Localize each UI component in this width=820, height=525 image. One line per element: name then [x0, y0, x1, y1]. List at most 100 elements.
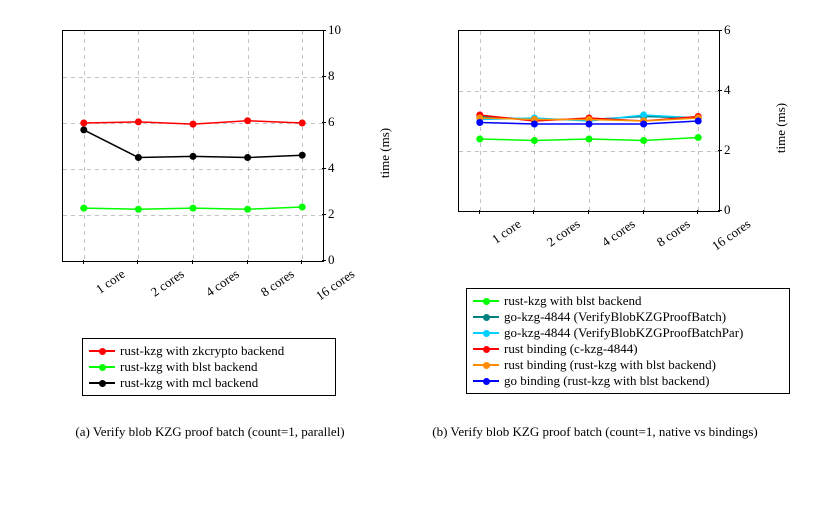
legend-swatch [89, 380, 115, 387]
legend-marker [99, 348, 106, 355]
legend-item: rust-kzg with mcl backend [89, 375, 329, 391]
legend-swatch [89, 364, 115, 371]
series-marker [531, 137, 538, 144]
legend-swatch [473, 298, 499, 305]
ytick-label: 4 [724, 82, 731, 98]
ytick-label: 0 [328, 252, 335, 268]
ytick [322, 122, 326, 123]
right-caption-text: (b) Verify blob KZG proof batch (count=1… [432, 424, 758, 439]
series-marker [640, 112, 647, 119]
legend-swatch [473, 314, 499, 321]
legend-marker [99, 380, 106, 387]
ytick [322, 214, 326, 215]
xtick-label: 2 cores [544, 216, 584, 250]
xtick-label: 16 cores [313, 266, 358, 304]
xtick-label: 8 cores [653, 216, 693, 250]
ytick-label: 6 [724, 22, 731, 38]
legend-item: go binding (rust-kzg with blst backend) [473, 373, 783, 389]
series-marker [299, 120, 306, 127]
legend-item: rust binding (c-kzg-4844) [473, 341, 783, 357]
legend-swatch [473, 346, 499, 353]
legend-label: rust-kzg with zkcrypto backend [120, 343, 284, 359]
series-marker [695, 134, 702, 141]
xtick-label: 8 cores [257, 266, 297, 300]
legend-label: rust binding (c-kzg-4844) [504, 341, 638, 357]
xtick [301, 260, 302, 264]
legend-swatch [473, 378, 499, 385]
series-marker [244, 206, 251, 213]
series-marker [190, 205, 197, 212]
ytick [718, 210, 722, 211]
legend-label: rust-kzg with blst backend [120, 359, 258, 375]
xtick [697, 210, 698, 214]
xtick [247, 260, 248, 264]
legend-marker [483, 346, 490, 353]
legend-item: rust-kzg with zkcrypto backend [89, 343, 329, 359]
legend-marker [99, 364, 106, 371]
legend-label: rust-kzg with blst backend [504, 293, 642, 309]
ytick-label: 10 [328, 22, 341, 38]
legend-label: go binding (rust-kzg with blst backend) [504, 373, 709, 389]
legend-item: rust-kzg with blst backend [473, 293, 783, 309]
series-marker [299, 152, 306, 159]
legend-swatch [89, 348, 115, 355]
ytick [718, 30, 722, 31]
legend-marker [483, 362, 490, 369]
legend-swatch [473, 330, 499, 337]
legend-label: go-kzg-4844 (VerifyBlobKZGProofBatchPar) [504, 325, 743, 341]
series-marker [531, 121, 538, 128]
legend-swatch [473, 362, 499, 369]
series-marker [135, 206, 142, 213]
ytick-label: 6 [328, 114, 335, 130]
ytick-label: 2 [328, 206, 335, 222]
legend-marker [483, 330, 490, 337]
xtick [643, 210, 644, 214]
ytick-label: 2 [724, 142, 731, 158]
xtick [479, 210, 480, 214]
series-marker [586, 136, 593, 143]
legend-label: go-kzg-4844 (VerifyBlobKZGProofBatch) [504, 309, 726, 325]
series-marker [640, 137, 647, 144]
ytick [322, 168, 326, 169]
ytick-label: 4 [328, 160, 335, 176]
xtick-label: 1 core [489, 216, 524, 248]
series-marker [80, 205, 87, 212]
xtick [137, 260, 138, 264]
series-marker [476, 119, 483, 126]
series-marker [695, 118, 702, 125]
ytick [322, 260, 326, 261]
right-legend: rust-kzg with blst backendgo-kzg-4844 (V… [466, 288, 790, 394]
legend-marker [483, 298, 490, 305]
left-ylabel: time (ms) [377, 128, 393, 178]
xtick [192, 260, 193, 264]
xtick-label: 4 cores [599, 216, 639, 250]
series-marker [476, 136, 483, 143]
right-chart-container: time (ms) [0, 0, 262, 182]
ytick-label: 0 [724, 202, 731, 218]
xtick-label: 1 core [93, 266, 128, 298]
legend-marker [483, 314, 490, 321]
xtick-label: 2 cores [148, 266, 188, 300]
right-plot-area [458, 30, 720, 212]
xtick-label: 4 cores [203, 266, 243, 300]
xtick [533, 210, 534, 214]
legend-item: go-kzg-4844 (VerifyBlobKZGProofBatchPar) [473, 325, 783, 341]
left-legend: rust-kzg with zkcrypto backendrust-kzg w… [82, 338, 336, 396]
ytick-label: 8 [328, 68, 335, 84]
series-marker [299, 203, 306, 210]
legend-label: rust-kzg with mcl backend [120, 375, 258, 391]
legend-item: go-kzg-4844 (VerifyBlobKZGProofBatch) [473, 309, 783, 325]
legend-marker [483, 378, 490, 385]
xtick-label: 16 cores [709, 216, 754, 254]
legend-item: rust-kzg with blst backend [89, 359, 329, 375]
right-ylabel: time (ms) [773, 103, 789, 153]
ytick [718, 150, 722, 151]
series-svg [459, 31, 719, 211]
xtick [83, 260, 84, 264]
legend-label: rust binding (rust-kzg with blst backend… [504, 357, 716, 373]
xtick [588, 210, 589, 214]
left-caption: (a) Verify blob KZG proof batch (count=1… [40, 424, 380, 440]
series-marker [586, 121, 593, 128]
legend-item: rust binding (rust-kzg with blst backend… [473, 357, 783, 373]
ytick [322, 76, 326, 77]
